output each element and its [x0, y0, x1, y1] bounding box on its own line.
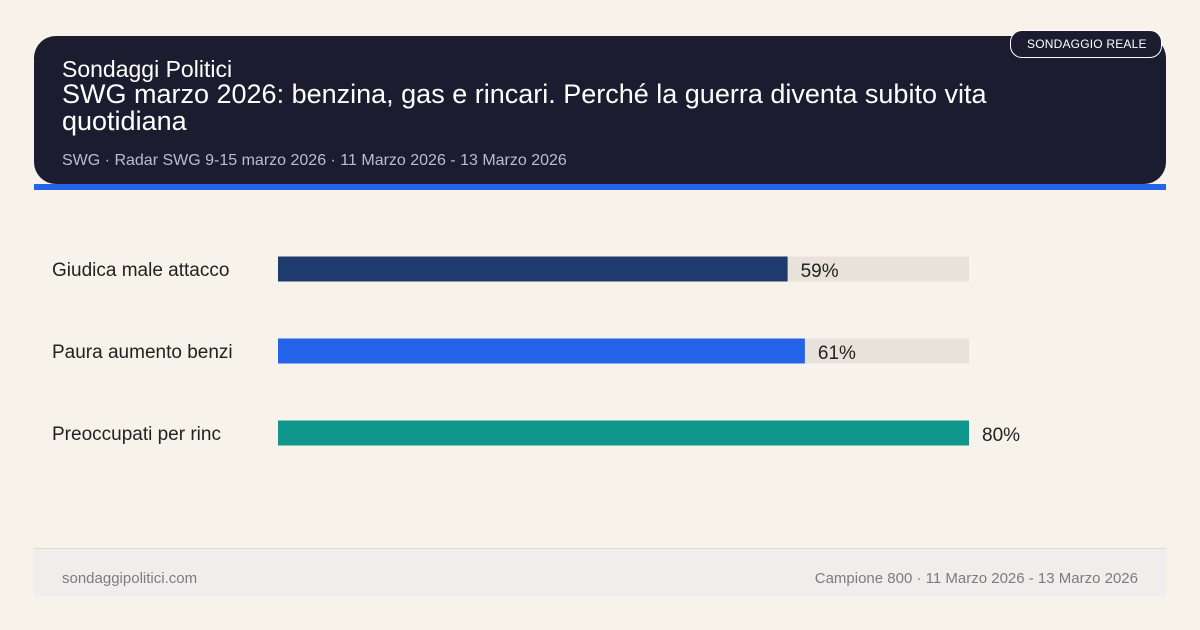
footer: sondaggipolitici.com Campione 800 · 11 M… [34, 548, 1166, 596]
footer-site: sondaggipolitici.com [62, 570, 198, 587]
status-badge: SONDAGGIO REALE [1010, 30, 1162, 58]
value-label: 80% [982, 425, 1020, 446]
bar [278, 420, 969, 446]
bar [278, 256, 788, 282]
survey-source: SWG · Radar SWG 9-15 marzo 2026 · 11 Mar… [62, 152, 567, 169]
header-accent-bar [34, 184, 1166, 190]
site-name: Sondaggi Politici [62, 56, 233, 82]
footer-sample-info: Campione 800 · 11 Marzo 2026 - 13 Marzo … [814, 570, 1138, 587]
page-title: SWG marzo 2026: benzina, gas e rincari. … [62, 79, 987, 136]
value-label: 61% [818, 343, 856, 364]
bar [278, 338, 805, 364]
category-label: Preoccupati per rinc [52, 424, 221, 445]
value-label: 59% [801, 261, 839, 282]
category-label: Paura aumento benzi [52, 342, 233, 363]
category-label: Giudica male attacco [52, 260, 229, 281]
header-card: Sondaggi Politici SWG marzo 2026: benzin… [34, 36, 1166, 184]
